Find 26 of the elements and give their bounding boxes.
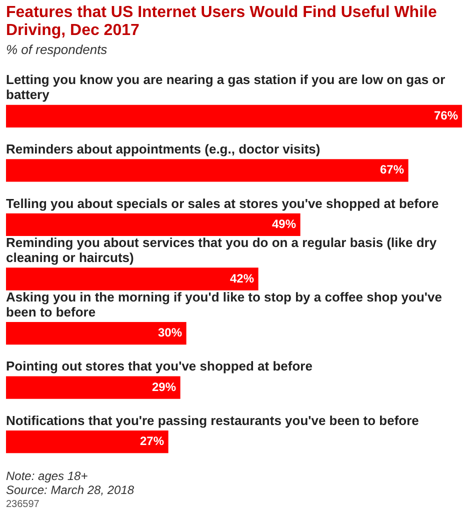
y-tick-label: Pointing out stores that you've shopped at before bbox=[6, 358, 312, 374]
bar bbox=[6, 322, 186, 345]
y-tick-label: Telling you about specials or sales at stores you've shopped at before bbox=[6, 196, 439, 211]
y-tick-label: Letting you know you are nearing a gas station if you are low on gas or battery bbox=[6, 72, 446, 102]
data-label: 42% bbox=[230, 271, 254, 286]
text: Note: ages 18+ bbox=[6, 469, 88, 483]
bar bbox=[6, 376, 180, 399]
chart-title: Features that US Internet Users Would Find Useful While Driving, Dec 2017 bbox=[5, 3, 438, 40]
bar bbox=[6, 430, 168, 454]
y-tick-label: Asking you in the morning if you'd like to stop by a coffee shop you've been to before bbox=[6, 289, 442, 320]
data-label: 67% bbox=[380, 162, 404, 177]
data-label: 29% bbox=[152, 380, 176, 394]
bar bbox=[6, 104, 462, 128]
bar bbox=[6, 268, 258, 290]
data-label: 27% bbox=[140, 434, 164, 448]
bar bbox=[6, 213, 300, 236]
data-label: 30% bbox=[158, 326, 182, 340]
bar bbox=[6, 159, 408, 182]
y-tick-label: Reminders about appointments (e.g., doctor visits) bbox=[6, 142, 320, 157]
y-tick-label: Notifications that you're passing restaurants you've been to before bbox=[6, 412, 419, 428]
data-label: 76% bbox=[434, 108, 458, 122]
y-tick-label: Reminding you about services that you do on a regular basis (like dry cleaning or haircuts) bbox=[6, 235, 438, 266]
text: 236597 bbox=[5, 498, 40, 512]
data-label: 49% bbox=[272, 217, 296, 232]
source-note: Source: March 28, 2018 bbox=[6, 483, 134, 497]
chart-subtitle: % of respondents bbox=[5, 41, 108, 59]
